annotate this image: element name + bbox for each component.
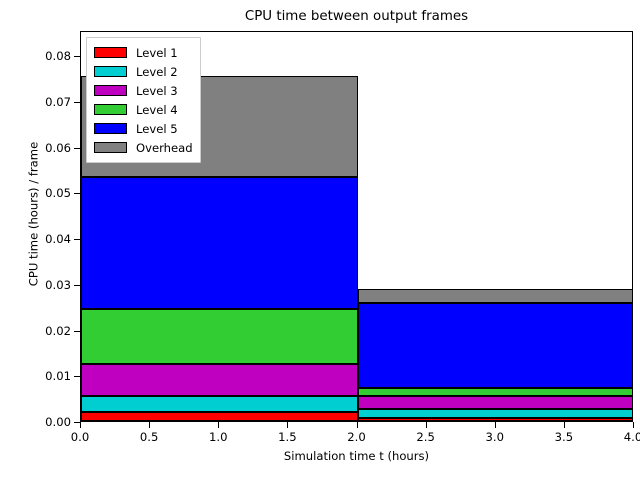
legend-label: Level 2: [136, 64, 178, 79]
x-tick-mark: [287, 422, 289, 428]
x-tick-label: 3.5: [554, 430, 574, 444]
y-tick-mark: [74, 376, 80, 378]
legend-item: Level 1: [94, 43, 193, 62]
legend-item: Level 5: [94, 119, 193, 138]
y-tick-label: 0.06: [45, 140, 71, 155]
y-tick-label: 0.00: [45, 415, 71, 429]
y-tick-label: 0.02: [45, 323, 71, 338]
bar-segment-level-1: [81, 412, 358, 421]
legend-item: Level 4: [94, 100, 193, 119]
x-tick-label: 2.0: [347, 430, 366, 444]
y-tick-label: 0.04: [45, 232, 71, 247]
bar-segment-level-4: [357, 387, 632, 397]
legend-swatch-icon: [94, 85, 127, 96]
legend-label: Level 1: [136, 45, 178, 60]
legend-item: Level 3: [94, 81, 193, 100]
x-tick-label: 0.0: [70, 430, 90, 444]
y-axis-label: CPU time (hours) / frame: [26, 141, 41, 287]
x-tick-mark: [633, 422, 634, 428]
y-tick-mark: [74, 422, 80, 423]
bar-segment-overhead: [357, 289, 632, 304]
bar-stack: [81, 32, 358, 421]
x-tick-label: 4.0: [623, 430, 640, 444]
x-tick-mark: [356, 422, 358, 428]
legend-swatch-icon: [94, 47, 127, 58]
y-tick-mark: [74, 101, 80, 103]
y-tick-mark: [74, 330, 80, 332]
y-tick-mark: [74, 239, 80, 241]
x-tick-mark: [563, 422, 565, 428]
x-tick-mark: [425, 422, 427, 428]
legend-label: Overhead: [136, 140, 193, 155]
y-tick-mark: [74, 56, 80, 58]
legend-label: Level 3: [136, 83, 178, 98]
x-tick-label: 1.0: [209, 430, 228, 444]
bar-segment-level-4: [81, 308, 358, 364]
y-tick-mark: [74, 193, 80, 195]
legend-swatch-icon: [94, 142, 127, 153]
x-tick-mark: [494, 422, 496, 428]
y-tick-mark: [74, 284, 80, 286]
legend-label: Level 4: [136, 102, 178, 117]
bar-segment-level-5: [357, 303, 632, 388]
legend-item: Overhead: [94, 138, 193, 157]
bar-segment-level-3: [81, 363, 358, 397]
x-tick-mark: [149, 422, 151, 428]
legend: Level 1 Level 2 Level 3 Level 4 Level 5 Overh…: [86, 37, 201, 163]
bar-segment-level-2: [357, 409, 632, 418]
x-axis-label: Simulation time t (hours): [283, 449, 430, 463]
plot-area: [80, 31, 633, 422]
bar-segment-level-1: [357, 417, 632, 421]
y-tick-mark: [74, 147, 80, 149]
y-tick-label: 0.08: [45, 49, 71, 64]
x-tick-mark: [80, 422, 81, 428]
y-tick-label: 0.05: [45, 186, 71, 201]
y-tick-label: 0.01: [45, 369, 71, 384]
bar-stack: [357, 32, 632, 421]
bar-segment-level-5: [81, 176, 358, 309]
bar-segment-level-2: [81, 396, 358, 413]
x-tick-mark: [218, 422, 220, 428]
legend-swatch-icon: [94, 104, 127, 115]
y-tick-label: 0.03: [45, 277, 71, 292]
chart-title: CPU time between output frames: [244, 9, 469, 24]
legend-swatch-icon: [94, 66, 127, 77]
x-tick-label: 2.5: [416, 430, 435, 444]
x-tick-label: 1.5: [278, 430, 297, 444]
x-tick-label: 3.0: [485, 430, 504, 444]
bar-segment-level-3: [357, 396, 632, 410]
legend-item: Level 2: [94, 62, 193, 81]
x-tick-label: 0.5: [139, 430, 159, 444]
y-tick-label: 0.07: [45, 94, 71, 109]
legend-swatch-icon: [94, 123, 127, 134]
legend-label: Level 5: [136, 121, 178, 136]
